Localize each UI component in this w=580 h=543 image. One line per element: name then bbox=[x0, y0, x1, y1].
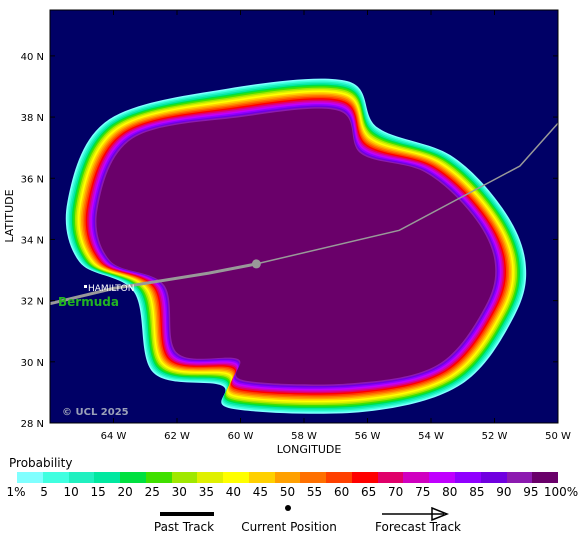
legend-label: 15 bbox=[90, 485, 106, 499]
legend-color-bar bbox=[17, 472, 559, 483]
current-position-marker bbox=[251, 259, 261, 269]
legend-swatch bbox=[274, 472, 301, 483]
legend-swatch bbox=[94, 472, 121, 483]
legend-swatch bbox=[145, 472, 172, 483]
current-position-label: Current Position bbox=[241, 520, 337, 534]
legend-label: 45 bbox=[252, 485, 269, 499]
legend-label: 20 bbox=[117, 485, 133, 499]
legend-label: 90 bbox=[496, 485, 512, 499]
legend-swatch bbox=[403, 472, 430, 483]
past-track-icon bbox=[160, 512, 214, 516]
key-forecast-track: Forecast Track bbox=[370, 506, 470, 534]
places: HAMILTON Bermuda © UCL 2025 bbox=[58, 284, 134, 418]
legend-label: 1% bbox=[6, 485, 26, 499]
legend-swatch bbox=[429, 472, 456, 483]
legend-swatch bbox=[120, 472, 146, 483]
hamilton-label: HAMILTON bbox=[88, 284, 134, 294]
bermuda-label: Bermuda bbox=[58, 295, 119, 309]
legend-title: Probability bbox=[9, 456, 73, 470]
lon-tick-label: 62 W bbox=[164, 431, 190, 442]
latitude-ticks: 40 N 38 N 36 N 34 N 32 N 30 N 28 N bbox=[21, 52, 558, 430]
longitude-ticks: 64 W 62 W 60 W 58 W 56 W 54 W 52 W 50 W bbox=[101, 10, 571, 442]
copyright-label: © UCL 2025 bbox=[62, 407, 129, 418]
legend-label: 85 bbox=[469, 485, 485, 499]
lon-tick-label: 54 W bbox=[418, 431, 444, 442]
y-axis-label: LATITUDE bbox=[3, 189, 16, 242]
legend-label: 35 bbox=[198, 485, 214, 499]
lon-tick-label: 58 W bbox=[291, 431, 317, 442]
lon-tick-label: 60 W bbox=[228, 431, 254, 442]
legend-swatch bbox=[351, 472, 378, 483]
key-past-track: Past Track bbox=[150, 506, 220, 534]
lat-tick-label: 32 N bbox=[21, 297, 44, 308]
legend-swatch bbox=[532, 472, 559, 483]
lat-tick-label: 36 N bbox=[21, 174, 44, 185]
legend-label: 10 bbox=[63, 485, 79, 499]
lat-tick-label: 28 N bbox=[21, 419, 44, 430]
hamilton-marker bbox=[84, 285, 87, 288]
legend-label: 65 bbox=[361, 485, 377, 499]
track-layer bbox=[50, 122, 558, 306]
lon-tick-label: 64 W bbox=[101, 431, 127, 442]
legend-label: 95 bbox=[523, 485, 539, 499]
probability-map: HAMILTON Bermuda © UCL 2025 64 W 62 W 60 W… bbox=[3, 9, 571, 455]
legend-swatch bbox=[42, 472, 69, 483]
forecast-track-arrow-icon bbox=[382, 507, 450, 521]
legend-swatch bbox=[171, 472, 198, 483]
probability-band bbox=[96, 108, 496, 385]
legend-swatch bbox=[300, 472, 327, 483]
probability-bands bbox=[65, 78, 527, 414]
legend-label: 30 bbox=[171, 485, 187, 499]
lat-tick-label: 40 N bbox=[21, 52, 44, 63]
legend-swatch bbox=[480, 472, 507, 483]
legend-swatch bbox=[197, 472, 224, 483]
key-current-position: Current Position bbox=[238, 505, 338, 534]
lon-tick-label: 56 W bbox=[355, 431, 381, 442]
legend-label: 80 bbox=[442, 485, 458, 499]
legend-label: 60 bbox=[333, 485, 350, 499]
lat-tick-label: 30 N bbox=[21, 358, 44, 369]
legend-label: 70 bbox=[388, 485, 404, 499]
x-axis-label: LONGITUDE bbox=[277, 443, 342, 455]
legend-label: 40 bbox=[225, 485, 242, 499]
legend-label: 5 bbox=[40, 485, 48, 499]
legend-label: 25 bbox=[144, 485, 160, 499]
legend-swatch bbox=[68, 472, 95, 483]
legend-label: 75 bbox=[415, 485, 431, 499]
legend-swatch bbox=[326, 472, 352, 483]
legend-label: 55 bbox=[306, 485, 323, 499]
lat-tick-label: 38 N bbox=[21, 113, 44, 124]
past-track-label: Past Track bbox=[153, 520, 215, 534]
legend-label: 100% bbox=[543, 485, 579, 499]
legend-labels: 1% 5 10 15 20 25 30 35 40 45 50 55 60 65 70 75 80 85 90 95 1… bbox=[0, 485, 580, 499]
legend-swatch bbox=[223, 472, 249, 483]
legend-swatch bbox=[17, 472, 43, 483]
forecast-track-line bbox=[256, 122, 558, 265]
lon-tick-label: 52 W bbox=[482, 431, 508, 442]
forecast-track-label: Forecast Track bbox=[375, 520, 461, 534]
lon-tick-label: 50 W bbox=[545, 431, 571, 442]
legend-swatch bbox=[248, 472, 275, 483]
legend-swatch bbox=[506, 472, 533, 483]
legend-label: 50 bbox=[279, 485, 296, 499]
lat-tick-label: 34 N bbox=[21, 235, 44, 246]
past-track-line bbox=[50, 262, 257, 306]
current-position-icon bbox=[285, 505, 291, 511]
legend-swatch bbox=[455, 472, 481, 483]
legend-swatch bbox=[377, 472, 404, 483]
